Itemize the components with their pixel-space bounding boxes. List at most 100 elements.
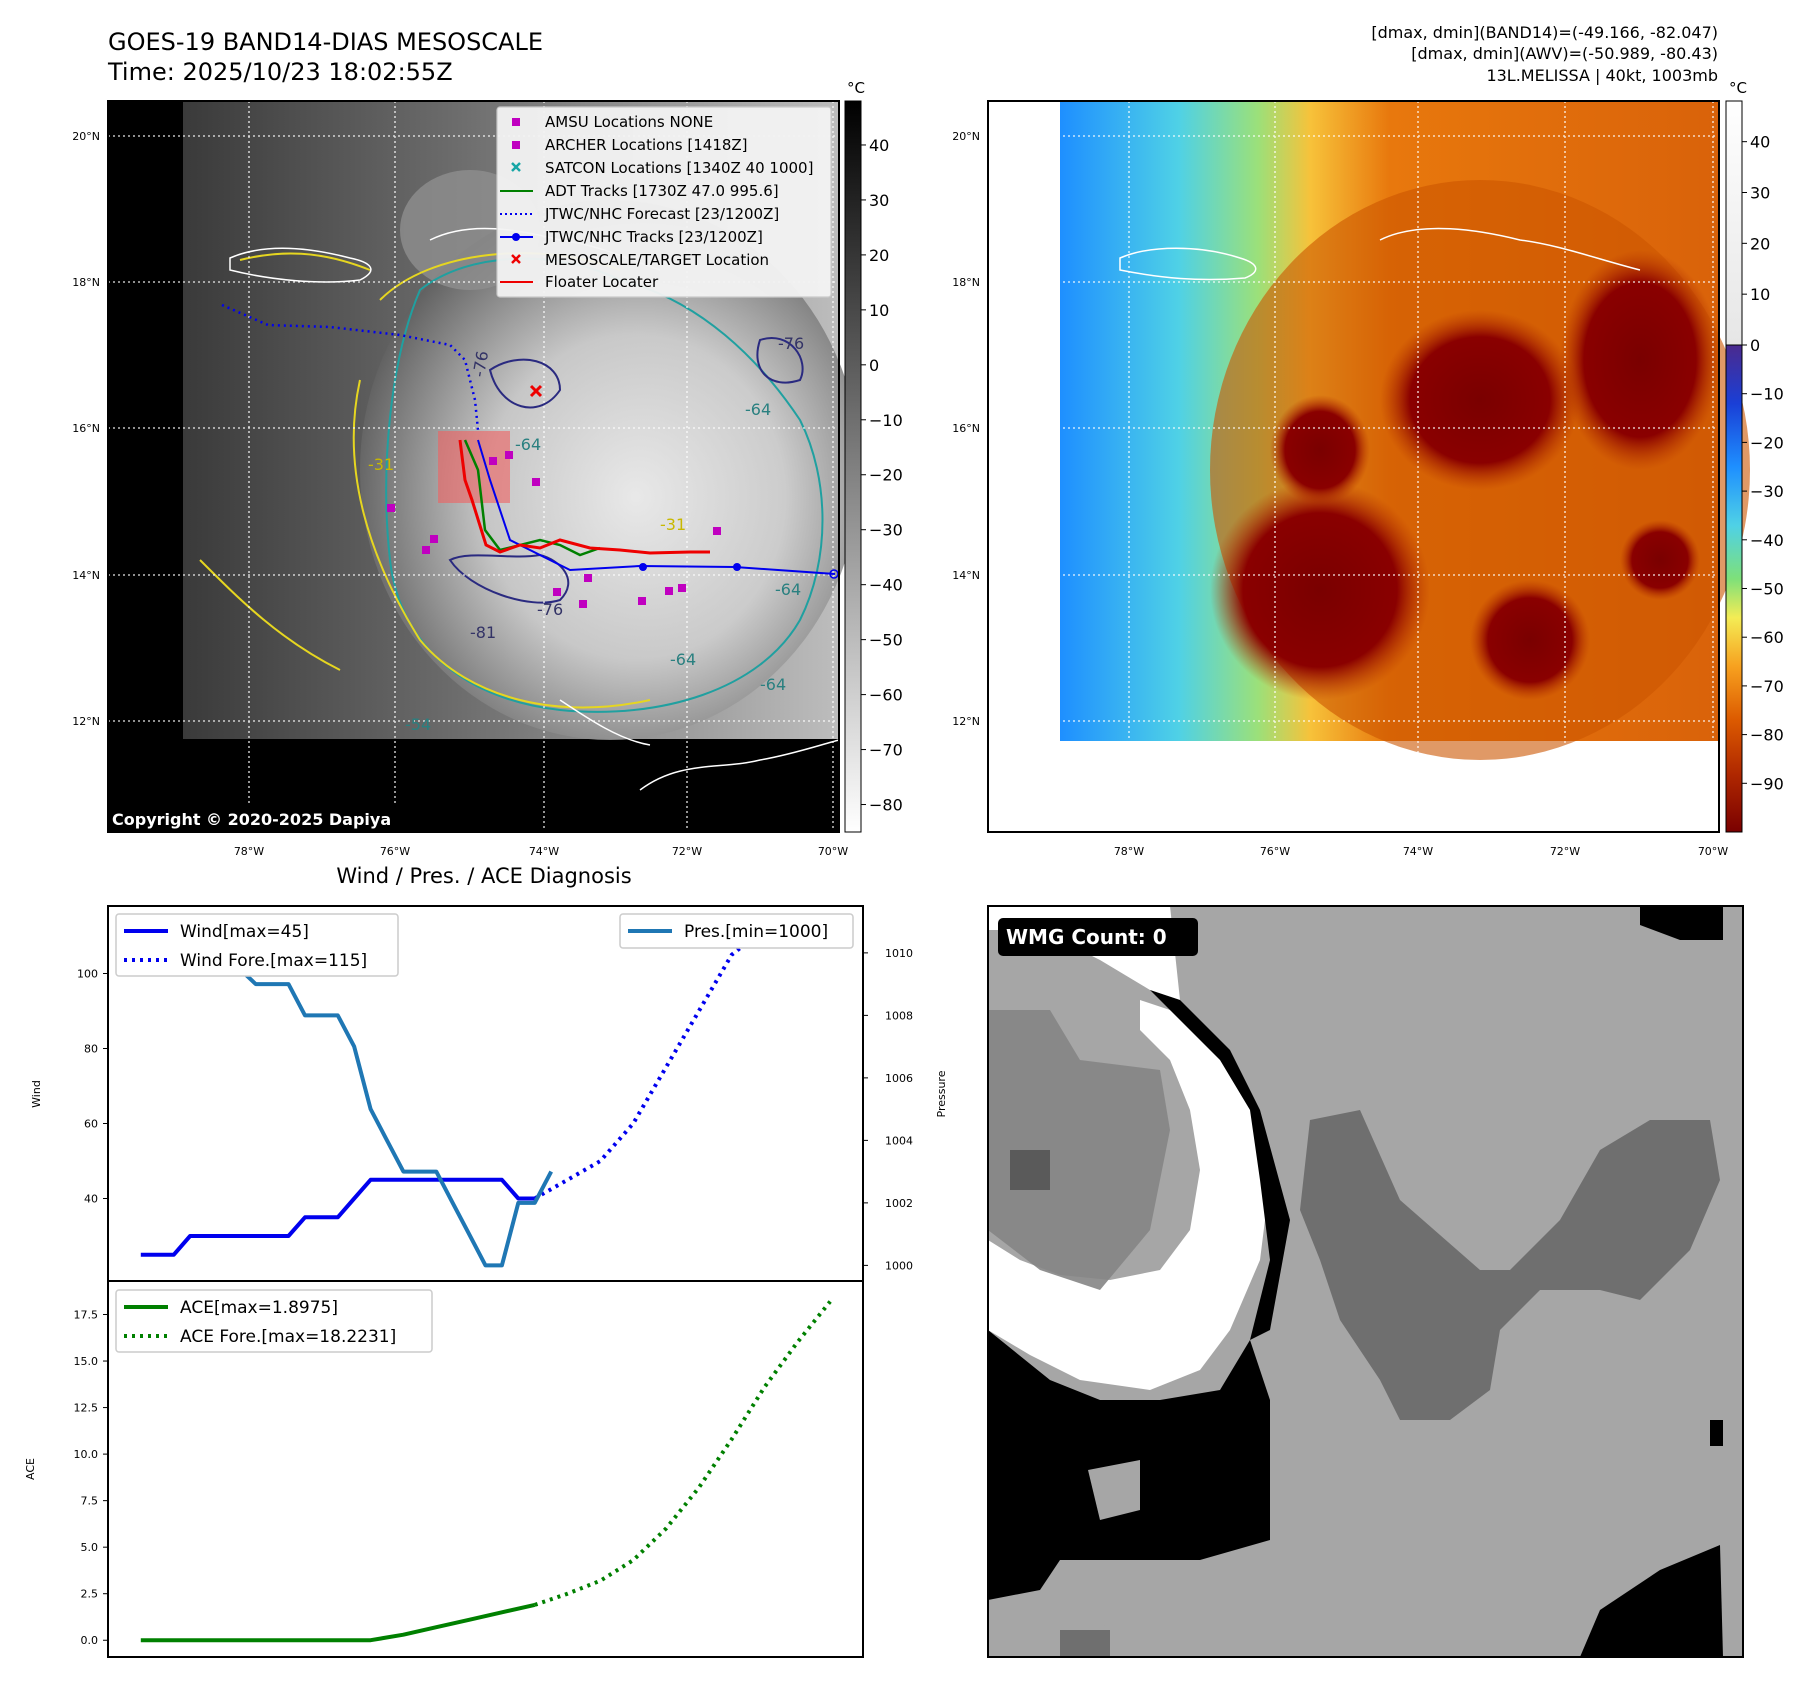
ace-tick-label: 5.0 — [81, 1541, 99, 1554]
pressure-tick-label: 1010 — [885, 947, 913, 960]
lon-tick-label: 76°W — [1260, 845, 1290, 858]
pressure-tick-label: 1008 — [885, 1009, 913, 1022]
wind-tick-label: 100 — [77, 968, 98, 981]
contour-label: -31 — [660, 515, 686, 534]
legend-label: Pres.[min=1000] — [684, 922, 828, 942]
legend-label: JTWC/NHC Tracks [23/1200Z] — [544, 228, 763, 246]
ace-tick-label: 17.5 — [74, 1309, 99, 1322]
contour-label: -76 — [537, 600, 563, 619]
lon-tick-label: 74°W — [529, 845, 559, 858]
pressure-legend: Pres.[min=1000] — [619, 913, 854, 949]
wmg-count-label: WMG Count: 0 — [1006, 925, 1167, 949]
legend-swatch — [511, 162, 521, 172]
legend-swatch — [512, 141, 520, 149]
legend-label: ADT Tracks [1730Z 47.0 995.6] — [545, 182, 779, 200]
ace-tick-label: 12.5 — [74, 1402, 99, 1415]
colorbar-tick-label: −20 — [869, 466, 903, 485]
ace-panel: ACE 17.5 15.0 12.5 10.0 7.5 5.0 2.5 0.0 ACE[max… — [24, 1280, 864, 1658]
lon-tick-label: 70°W — [1698, 845, 1728, 858]
colorbar-tick-label: −30 — [869, 521, 903, 540]
contour-label: -81 — [470, 623, 496, 642]
wind-line — [140, 1177, 535, 1257]
pressure-tick-label: 1004 — [885, 1134, 913, 1147]
legend-swatch — [511, 254, 521, 264]
color-map-panel: 78°W 76°W 74°W 72°W 70°W 20°N 18°N 16°N … — [952, 100, 1750, 858]
contour-label: -64 — [670, 650, 696, 669]
colorbar-tick-label: −40 — [1750, 531, 1784, 550]
lon-tick-label: 70°W — [818, 845, 848, 858]
wind-pressure-panel: Wind Pressure 100 80 60 40 1010 1008 1006 1004… — [30, 905, 948, 1282]
wind-tick-label: 60 — [84, 1118, 98, 1131]
colorbar-tick-label: 40 — [869, 136, 889, 155]
contour-label: -54 — [405, 715, 431, 734]
colorbar-tick-label: 0 — [869, 356, 879, 375]
colorbar-tick-label: 20 — [869, 246, 889, 265]
colorbar-tick-label: 30 — [1750, 184, 1770, 203]
legend-swatch — [500, 233, 533, 241]
wind-legend: Wind[max=45] Wind Fore.[max=115] — [115, 913, 399, 977]
colorbar-tick-label: −80 — [869, 796, 903, 815]
legend-label: ACE[max=1.8975] — [180, 1298, 338, 1318]
legend-label: Floater Locater — [545, 273, 659, 291]
diagnosis-title: Wind / Pres. / ACE Diagnosis — [336, 864, 631, 888]
lat-tick-label: 14°N — [72, 569, 100, 582]
stats-line3: 13L.MELISSA | 40kt, 1003mb — [1486, 66, 1718, 85]
archer-markers — [387, 451, 721, 608]
ace-tick-label: 0.0 — [81, 1634, 99, 1647]
legend-swatch — [512, 118, 520, 126]
lat-tick-label: 14°N — [952, 569, 980, 582]
colorbar-tick-label: −60 — [869, 686, 903, 705]
colorbar-tick-label: −90 — [1750, 774, 1784, 793]
wmg-panel: WMG Count: 0 — [987, 905, 1744, 1658]
ace-tick-label: 7.5 — [81, 1495, 99, 1508]
lon-tick-label: 74°W — [1403, 845, 1433, 858]
colorbar-tick-label: −50 — [869, 631, 903, 650]
pressure-tick-label: 1000 — [885, 1259, 913, 1272]
ace-legend: ACE[max=1.8975] ACE Fore.[max=18.2231] — [115, 1289, 433, 1353]
pressure-ylabel: Pressure — [935, 1070, 948, 1117]
colorbar-tick-label: −10 — [1750, 385, 1784, 404]
lon-tick-label: 72°W — [672, 845, 702, 858]
ace-tick-label: 15.0 — [74, 1355, 99, 1368]
ir-map-panel: -76 -76 -64 -64 -31 -31 -64 -81 -76 -64 … — [72, 100, 860, 858]
color-colorbar: °C 40 30 20 10 0 −10 −20 −30 −40 −50 −60 −70 −80 −90 — [1725, 79, 1784, 833]
ace-ylabel: ACE — [24, 1458, 37, 1480]
lat-tick-label: 18°N — [952, 276, 980, 289]
figure-title-line1: GOES-19 BAND14-DIAS MESOSCALE — [108, 28, 543, 56]
ace-line — [140, 1602, 536, 1643]
lat-tick-label: 18°N — [72, 276, 100, 289]
colorbar-tick-label: 40 — [1750, 133, 1770, 152]
colorbar-tick-label: −40 — [869, 576, 903, 595]
colorbar-tick-label: −10 — [869, 411, 903, 430]
contour-label: -76 — [778, 334, 804, 353]
wind-forecast-line — [533, 915, 831, 1201]
map-legend: AMSU Locations NONE ARCHER Locations [14… — [496, 106, 832, 298]
gray-colorbar: °C 40 30 20 10 0 −10 −20 −30 −40 −50 −60 −70 −80 — [844, 79, 903, 833]
colorbar-tick-label: 0 — [1750, 336, 1760, 355]
lat-tick-label: 16°N — [952, 422, 980, 435]
legend-label: Wind[max=45] — [180, 922, 309, 942]
lon-tick-label: 78°W — [234, 845, 264, 858]
ace-tick-label: 2.5 — [81, 1588, 99, 1601]
colorbar-tick-label: −80 — [1750, 726, 1784, 745]
legend-label: AMSU Locations NONE — [545, 113, 713, 131]
colorbar-tick-label: −20 — [1750, 433, 1784, 452]
colorbar-tick-label: −30 — [1750, 482, 1784, 501]
legend-label: SATCON Locations [1340Z 40 1000] — [545, 159, 813, 177]
lat-tick-label: 20°N — [72, 130, 100, 143]
colorbar-tick-label: 20 — [1750, 234, 1770, 253]
contour-label: -64 — [760, 675, 786, 694]
floater-box — [438, 431, 510, 503]
stats-line2: [dmax, dmin](AWV)=(-50.989, -80.43) — [1411, 44, 1718, 63]
lat-tick-label: 12°N — [952, 715, 980, 728]
legend-label: MESOSCALE/TARGET Location — [545, 251, 769, 269]
colorbar-unit: °C — [1729, 79, 1747, 97]
colorbar-tick-label: −50 — [1750, 580, 1784, 599]
floater-track — [458, 439, 710, 555]
stats-line1: [dmax, dmin](BAND14)=(-49.166, -82.047) — [1371, 23, 1718, 42]
colorbar-tick-label: 10 — [869, 301, 889, 320]
contour-label: -64 — [515, 435, 541, 454]
wind-tick-label: 40 — [84, 1193, 98, 1206]
legend-label: Wind Fore.[max=115] — [180, 951, 367, 971]
pressure-tick-label: 1002 — [885, 1197, 913, 1210]
